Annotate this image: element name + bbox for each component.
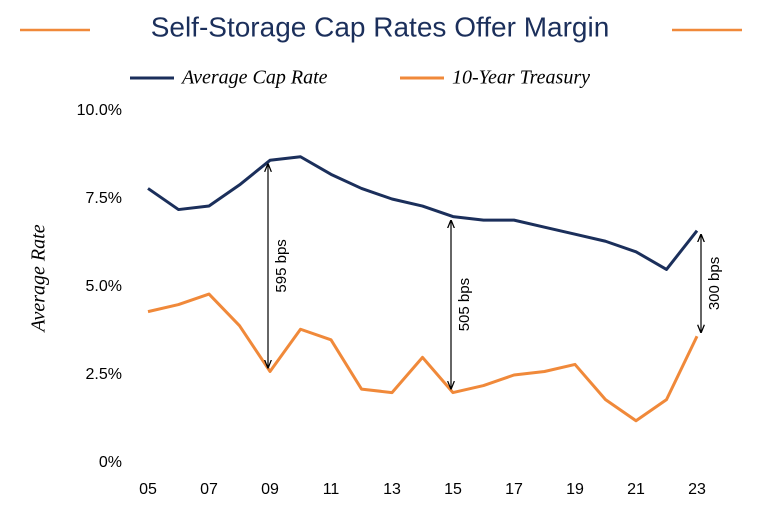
spread-label: 505 bps [456, 278, 473, 331]
x-tick-label: 21 [627, 481, 645, 498]
x-tick-label: 05 [139, 481, 157, 498]
y-axis-label: Average Rate [28, 224, 50, 333]
y-tick-label: 0% [99, 454, 122, 471]
legend-label: 10-Year Treasury [452, 67, 590, 89]
y-tick-label: 5.0% [86, 278, 122, 295]
y-tick-label: 7.5% [86, 190, 122, 207]
x-tick-label: 17 [505, 481, 523, 498]
spread-label: 595 bps [273, 239, 290, 292]
y-tick-label: 10.0% [77, 102, 122, 119]
spread-label: 300 bps [706, 257, 723, 310]
x-tick-label: 23 [688, 481, 706, 498]
series-line [147, 292, 699, 423]
x-tick-label: 19 [566, 481, 584, 498]
y-tick-label: 2.5% [86, 366, 122, 383]
x-tick-label: 09 [261, 481, 279, 498]
x-tick-label: 11 [323, 481, 340, 498]
series-line [147, 155, 699, 271]
x-tick-label: 13 [383, 481, 401, 498]
x-tick-label: 07 [200, 481, 218, 498]
chart-title: Self-Storage Cap Rates Offer Margin [151, 11, 610, 42]
legend-label: Average Cap Rate [180, 67, 328, 89]
x-tick-label: 15 [444, 481, 462, 498]
